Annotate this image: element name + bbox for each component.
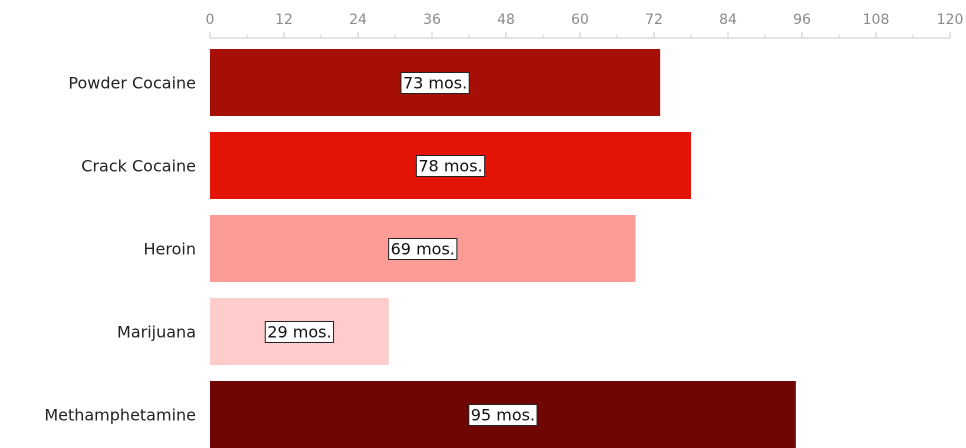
x-tick-label: 108: [863, 12, 890, 28]
data-labels: 73 mos. 78 mos. 69 mos. 29 mos. 95 mos.: [264, 72, 538, 426]
data-label-text: 29 mos.: [267, 323, 331, 342]
data-label-box: [388, 238, 458, 260]
data-label-box: [264, 321, 335, 343]
data-label-text: 73 mos.: [403, 74, 467, 93]
x-tick-label: 120: [937, 12, 964, 28]
bars: [210, 49, 796, 448]
x-axis: 0 12 24 36 48 60 72 84 96 108 120: [206, 12, 964, 39]
data-label-text: 78 mos.: [418, 157, 482, 176]
data-label-text: 69 mos.: [391, 240, 455, 259]
x-tick-label: 84: [719, 12, 737, 28]
data-label-box: [468, 404, 538, 426]
x-tick-label: 12: [275, 12, 293, 28]
data-label-powder-cocaine: 73 mos.: [400, 72, 470, 94]
category-label-powder-cocaine: Powder Cocaine: [68, 74, 196, 93]
data-label-text: 95 mos.: [471, 406, 535, 425]
x-tick-label: 0: [206, 12, 215, 28]
category-label-heroin: Heroin: [144, 240, 196, 259]
data-label-marijuana: 29 mos.: [264, 321, 335, 343]
data-label-box: [415, 155, 486, 177]
data-label-crack-cocaine: 78 mos.: [415, 155, 486, 177]
category-label-crack-cocaine: Crack Cocaine: [81, 157, 196, 176]
category-label-methamphetamine: Methamphetamine: [44, 406, 196, 425]
x-tick-label: 60: [571, 12, 589, 28]
x-tick-label: 96: [793, 12, 811, 28]
x-tick-label: 48: [497, 12, 515, 28]
data-label-methamphetamine: 95 mos.: [468, 404, 538, 426]
category-labels: Powder Cocaine Crack Cocaine Heroin Marijua…: [44, 74, 196, 425]
x-tick-label: 36: [423, 12, 441, 28]
data-label-heroin: 69 mos.: [388, 238, 458, 260]
data-label-box: [400, 72, 470, 94]
x-tick-label: 24: [349, 12, 367, 28]
category-label-marijuana: Marijuana: [117, 323, 196, 342]
x-tick-label: 72: [645, 12, 663, 28]
